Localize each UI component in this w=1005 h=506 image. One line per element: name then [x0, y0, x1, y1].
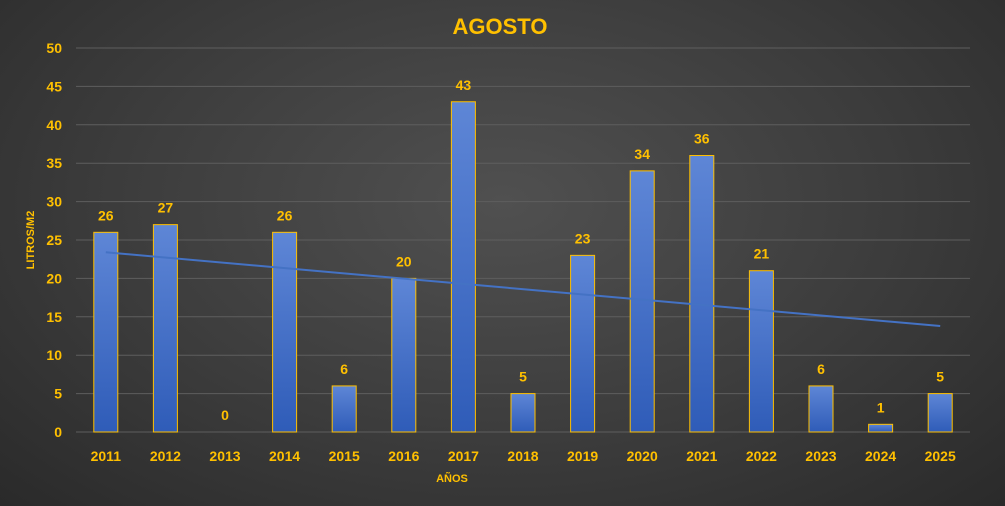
- x-tick-label: 2025: [925, 448, 956, 464]
- x-tick-label: 2024: [865, 448, 896, 464]
- bar-value-label: 36: [694, 131, 710, 147]
- x-tick-label: 2011: [91, 448, 122, 464]
- y-tick-label: 10: [46, 347, 62, 363]
- bar: [868, 423, 894, 433]
- x-tick-label: 2013: [209, 448, 240, 464]
- bar: [570, 254, 596, 433]
- y-tick-label: 30: [46, 194, 62, 210]
- bar-value-label: 26: [98, 207, 114, 223]
- gridlines: [76, 47, 970, 433]
- y-tick-label: 20: [46, 270, 62, 286]
- bar-value-label: 0: [221, 407, 229, 423]
- x-tick-label: 2022: [746, 448, 777, 464]
- chart-title: AGOSTO: [453, 14, 548, 39]
- y-tick-label: 35: [46, 155, 62, 171]
- x-tick-label: 2017: [448, 448, 479, 464]
- y-tick-label: 25: [46, 232, 62, 248]
- bar: [93, 231, 119, 433]
- bar-value-label: 6: [340, 361, 348, 377]
- y-tick-label: 5: [54, 386, 62, 402]
- x-tick-label: 2019: [567, 448, 598, 464]
- bar: [510, 393, 536, 433]
- x-tick-label: 2014: [269, 448, 300, 464]
- bar-value-label: 6: [817, 361, 825, 377]
- x-axis-title: AÑOS: [436, 472, 468, 485]
- x-tick-label: 2018: [507, 448, 538, 464]
- x-tick-label: 2015: [329, 448, 360, 464]
- y-axis-title: LITROS/M2: [25, 211, 37, 270]
- y-tick-label: 15: [46, 309, 62, 325]
- x-tick-label: 2016: [388, 448, 419, 464]
- data-labels: 26 27 0 26 6 20 43 5 23 34 36 21 6 1 5: [98, 77, 944, 423]
- y-tick-label: 45: [46, 78, 62, 94]
- bar: [152, 224, 178, 433]
- x-tick-label: 2012: [150, 448, 181, 464]
- bar: [808, 385, 834, 433]
- bar: [689, 155, 715, 433]
- bar-value-label: 34: [634, 146, 650, 162]
- bar-value-label: 5: [936, 369, 944, 385]
- trendline: [105, 251, 941, 328]
- x-tick-label: 2023: [805, 448, 836, 464]
- bar-value-label: 21: [754, 246, 770, 262]
- bar: [272, 231, 298, 433]
- bar: [748, 270, 774, 433]
- x-tick-label: 2020: [627, 448, 658, 464]
- bar: [331, 385, 357, 433]
- bar: [391, 277, 417, 433]
- bar-value-label: 43: [456, 77, 472, 93]
- y-tick-label: 40: [46, 117, 62, 133]
- y-tick-label: 0: [54, 424, 62, 440]
- bar-value-label: 20: [396, 253, 412, 269]
- bar: [450, 101, 476, 433]
- bar-value-label: 26: [277, 207, 293, 223]
- y-tick-label: 50: [46, 40, 62, 56]
- bar: [629, 170, 655, 433]
- x-tick-label: 2021: [686, 448, 717, 464]
- x-axis-ticks: 2011 2012 2013 2014 2015 2016 2017 2018 2019 2020…: [91, 448, 956, 464]
- y-axis-ticks: 0 5 10 15 20 25 30 35 40 45 50: [46, 40, 62, 440]
- trendline-layer: [105, 251, 941, 328]
- bar-value-label: 1: [877, 399, 885, 415]
- bar: [927, 393, 953, 433]
- bar-value-label: 5: [519, 369, 527, 385]
- bar-value-label: 23: [575, 230, 591, 246]
- bar-value-label: 27: [158, 200, 174, 216]
